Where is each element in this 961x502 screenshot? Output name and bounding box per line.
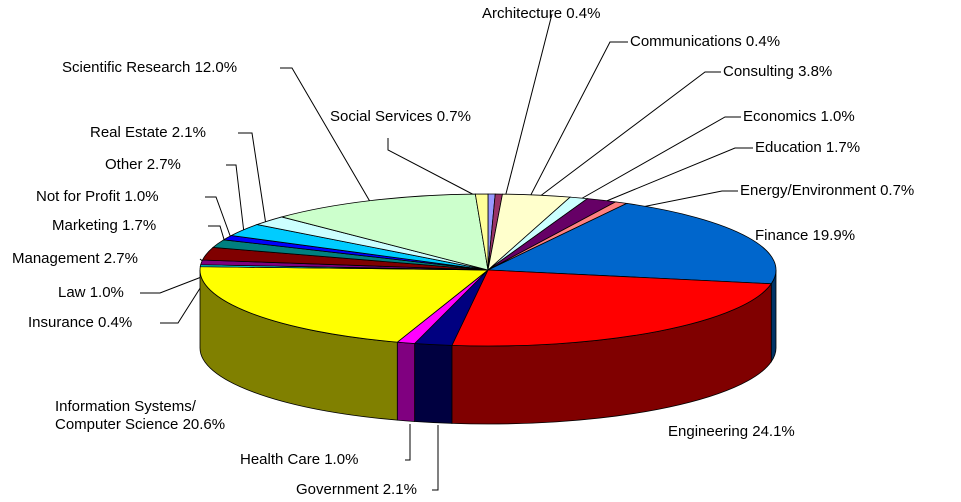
slice-label: Law 1.0% xyxy=(58,284,124,302)
category-name: Health Care xyxy=(240,451,321,468)
pie-wall xyxy=(396,341,416,422)
value-label: 2.7% xyxy=(146,156,181,173)
category-name: Education xyxy=(755,139,822,156)
pie-wall xyxy=(770,269,777,364)
value-label: 1.0% xyxy=(820,108,855,125)
category-name: Social Services xyxy=(330,108,433,125)
slice-label: Communications 0.4% xyxy=(630,33,780,51)
pie-wall xyxy=(414,343,453,424)
category-name: Management xyxy=(12,250,100,267)
value-label: 2.7% xyxy=(103,250,138,267)
pie-slice xyxy=(451,269,772,347)
slice-label: Energy/Environment 0.7% xyxy=(740,182,914,200)
category-name: Law xyxy=(58,284,86,301)
slice-label: Real Estate 2.1% xyxy=(90,124,206,142)
value-label: 0.4% xyxy=(745,33,781,50)
pie-slice xyxy=(280,193,489,271)
slice-label: Government 2.1% xyxy=(296,481,417,499)
category-name: Energy/Environment xyxy=(740,182,876,199)
value-label: 2.1% xyxy=(171,124,206,141)
slice-label: Health Care 1.0% xyxy=(240,451,358,469)
value-label: 24.1% xyxy=(752,423,795,440)
category-name: Scientific Research xyxy=(62,59,191,76)
value-label: 19.9% xyxy=(812,227,856,244)
category-name: Government xyxy=(296,481,379,498)
value-label: 0.4% xyxy=(566,5,601,22)
leader-lines xyxy=(140,13,753,491)
category-name: Consulting xyxy=(723,63,794,80)
slice-label: Marketing 1.7% xyxy=(52,217,156,235)
category-name: Marketing xyxy=(52,217,118,234)
category-name: Economics xyxy=(743,108,817,125)
category-name: Other xyxy=(105,156,143,173)
slice-label: Management 2.7% xyxy=(12,250,138,268)
value-label: 2.1% xyxy=(382,481,417,498)
pie-slice xyxy=(199,266,490,343)
slice-label: Finance 19.9% xyxy=(755,227,855,245)
category-name: Insurance xyxy=(28,314,94,331)
value-label: 1.7% xyxy=(825,139,861,156)
category-name: Engineering xyxy=(668,423,749,440)
slice-label: Engineering 24.1% xyxy=(668,423,795,441)
value-label: 0.4% xyxy=(98,314,133,331)
slice-label: Insurance 0.4% xyxy=(28,314,132,332)
slice-label: Consulting 3.8% xyxy=(723,63,832,81)
category-name: Not for Profit xyxy=(36,188,121,205)
slice-label: Economics 1.0% xyxy=(743,108,855,126)
category-name: Real Estate xyxy=(90,124,168,141)
value-label: 1.0% xyxy=(324,451,359,468)
pie-slice xyxy=(487,202,777,285)
value-label: 0.7% xyxy=(880,182,915,199)
value-label: 0.7% xyxy=(436,108,471,125)
slice-label: Other 2.7% xyxy=(105,156,181,174)
pie-slice xyxy=(474,193,489,271)
slice-label: Scientific Research 12.0% xyxy=(62,59,237,77)
slice-label: Education 1.7% xyxy=(755,139,860,157)
category-name: Finance xyxy=(755,227,809,244)
slice-label: Social Services 0.7% xyxy=(330,108,471,126)
slice-label: Not for Profit 1.0% xyxy=(36,188,159,206)
value-label: 1.0% xyxy=(89,284,124,301)
slice-label: Architecture 0.4% xyxy=(482,5,600,23)
value-label: 3.8% xyxy=(798,63,833,80)
value-label: 20.6% xyxy=(182,416,226,433)
value-label: 1.0% xyxy=(124,188,159,205)
category-name: Architecture xyxy=(482,5,563,22)
category-name: Communications xyxy=(630,33,742,50)
category-name: Information Systems/ Computer Science xyxy=(55,398,196,433)
value-label: 1.7% xyxy=(122,217,157,234)
slice-label: Information Systems/ Computer Science 20… xyxy=(55,398,255,434)
value-label: 12.0% xyxy=(194,59,238,76)
